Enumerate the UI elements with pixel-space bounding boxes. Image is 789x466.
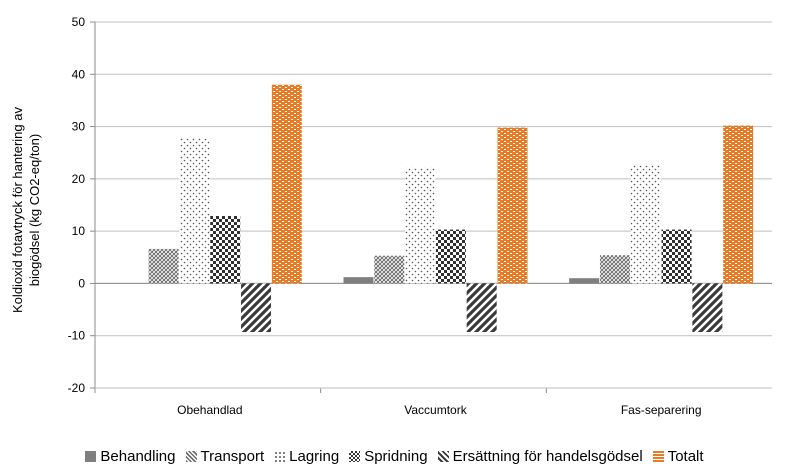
y-axis-title-line1: Koldioxid fotavtryck för hantering av [10,107,25,313]
legend-swatch [185,450,197,462]
y-tick-label: -20 [68,381,86,395]
y-tick-label: 0 [78,276,85,290]
category-label: Obehandlad [177,403,242,417]
legend-item-spridning: Spridning [349,447,428,465]
category-label: Fas-separering [621,403,702,417]
bar-vaccumtork-5 [497,127,528,284]
bar-vaccumtork-0 [343,277,374,284]
bar-fas-separering-0 [569,278,600,284]
bar-obehandlad-5 [271,84,302,284]
legend-item-totalt: Totalt [652,447,704,465]
legend-swatch [274,450,286,462]
bar-fas-separering-3 [661,229,692,284]
legend-label: Behandling [100,447,176,465]
legend-swatch [85,450,97,462]
bars [148,84,754,333]
legend-label: Transport [200,447,265,465]
category-label: Vaccumtork [404,403,467,417]
bar-fas-separering-2 [630,164,661,284]
bar-fas-separering-4 [692,283,723,333]
bar-chart: -20 -10 0 10 20 30 40 50 Obehandlad Vaccumtork Fas… [10,15,772,417]
legend-item-transport: Transport [185,447,265,465]
legend-item-behandling: Behandling [85,447,176,465]
bar-obehandlad-1 [148,248,179,284]
legend-label: Lagring [289,447,340,465]
legend-item-lagring: Lagring [274,448,339,465]
y-axis-title-line2: biogödsel (kg CO2-eq/ton) [27,134,42,286]
legend-label: Spridning [364,447,428,465]
legend-swatch [349,450,361,462]
bar-vaccumtork-4 [466,283,497,333]
y-tick-label: 20 [72,172,86,186]
bar-obehandlad-3 [210,215,241,284]
y-tick-label: 50 [72,15,86,29]
bar-fas-separering-5 [723,125,754,284]
bar-obehandlad-4 [241,283,272,333]
y-tick-label: 10 [72,224,86,238]
legend-item-ersattning: Ersättning för handelsgödsel [437,447,643,465]
legend-label: Totalt [667,447,704,465]
bar-vaccumtork-1 [374,255,405,284]
legend-swatch [652,450,664,462]
bar-fas-separering-1 [599,255,630,284]
legend: Behandling Transport Lagring Spridning E… [0,446,789,466]
labels: -20 -10 0 10 20 30 40 50 Obehandlad Vaccumtork Fas… [10,15,702,417]
y-tick-label: 30 [72,120,86,134]
legend-swatch [437,450,449,462]
y-tick-label: -10 [68,329,86,343]
bar-obehandlad-2 [179,138,210,284]
y-tick-label: 40 [72,67,86,81]
legend-label: Ersättning för handelsgödsel [452,447,643,465]
bar-vaccumtork-2 [405,167,436,284]
bar-vaccumtork-3 [435,229,466,284]
